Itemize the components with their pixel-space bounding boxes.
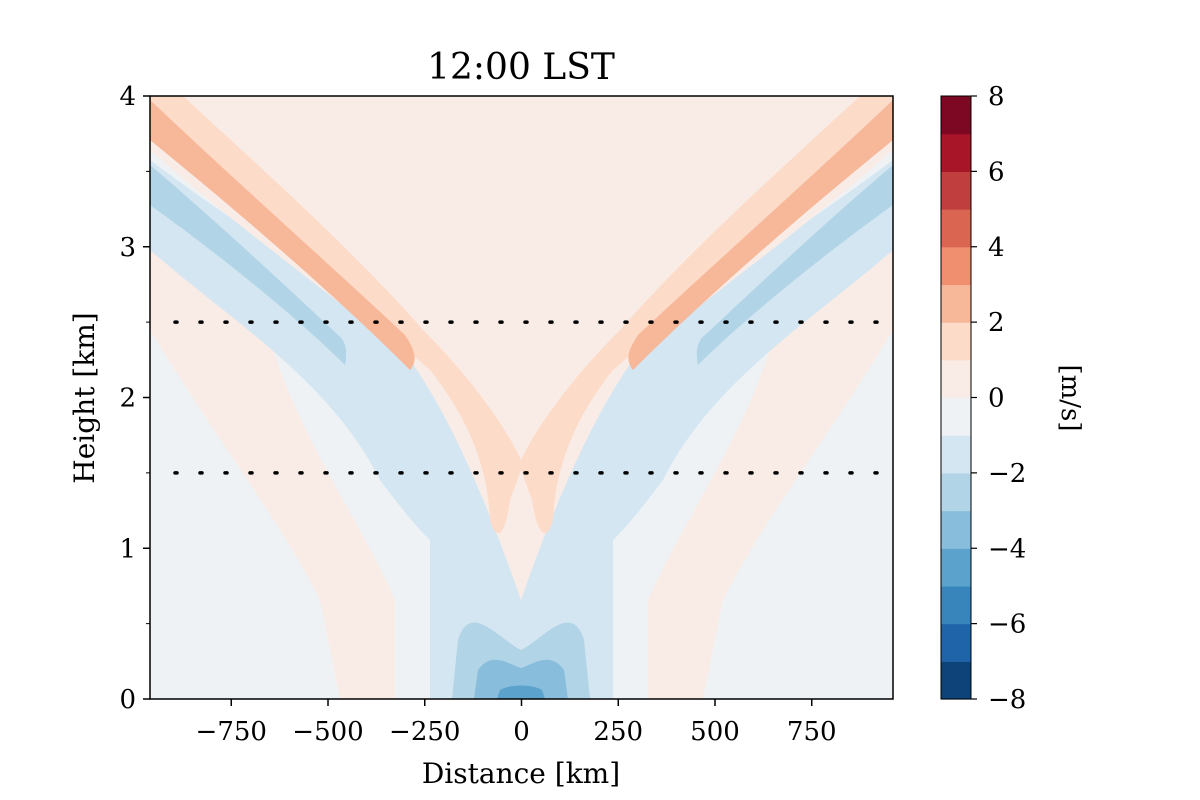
y-tick-label: 4 <box>119 82 136 112</box>
colorbar-segment <box>941 96 971 135</box>
contour-positive-v <box>150 96 893 600</box>
contour-core-level-5 <box>497 685 545 699</box>
colorbar-segment <box>941 472 971 512</box>
colorbar-tick-label: 0 <box>988 384 1005 414</box>
colorbar-tick-label: −6 <box>988 610 1026 640</box>
x-tick-label: 0 <box>513 717 530 747</box>
colorbar-segment <box>941 171 971 210</box>
x-tick-label: 250 <box>593 717 643 747</box>
colorbar-segment <box>941 397 971 436</box>
colorbar-segment <box>941 284 971 323</box>
colorbar-segment <box>941 585 971 625</box>
y-tick-label: 1 <box>119 534 136 564</box>
colorbar-segment <box>941 623 971 662</box>
colorbar-segment <box>941 133 971 172</box>
contour-core-level-4 <box>474 659 568 699</box>
x-tick-label: −250 <box>389 717 460 747</box>
y-axis-label: Height [km] <box>68 312 101 483</box>
contour-positive-v-2 <box>150 96 893 534</box>
colorbar-segment <box>941 322 971 361</box>
y-tick-label: 2 <box>119 384 136 414</box>
colorbar-tick-label: −2 <box>988 459 1026 489</box>
x-axis-label: Distance [km] <box>422 757 620 790</box>
colorbar-tick-label: 2 <box>988 308 1005 338</box>
x-tick-label: −500 <box>292 717 363 747</box>
colorbar <box>941 96 971 700</box>
y-axis: 0 1 2 3 4 <box>119 82 150 715</box>
colorbar-tick-label: −8 <box>988 685 1026 715</box>
colorbar-segment <box>941 209 971 248</box>
chart-title: 12:00 LST <box>427 47 615 88</box>
colorbar-tick-label: 4 <box>988 233 1005 263</box>
contour-positive-column-right <box>648 230 893 699</box>
colorbar-segment <box>941 510 971 549</box>
colorbar-segment <box>941 435 971 474</box>
colorbar-segment <box>941 548 971 587</box>
colorbar-tick-label: 6 <box>988 157 1005 187</box>
contour-negative-jet-left <box>150 165 347 365</box>
colorbar-ticks: −8 −6 −4 −2 0 2 4 6 8 <box>971 82 1026 715</box>
colorbar-segment <box>941 246 971 286</box>
plot-area <box>150 96 893 699</box>
y-tick-label: 0 <box>119 685 136 715</box>
x-tick-label: −750 <box>196 717 267 747</box>
x-tick-label: 750 <box>787 717 837 747</box>
colorbar-segment <box>941 359 971 399</box>
x-axis: −750 −500 −250 0 250 500 750 <box>196 699 837 747</box>
colorbar-tick-label: 8 <box>988 82 1005 112</box>
contour-positive-column-left <box>150 230 395 699</box>
y-tick-label: 3 <box>119 233 136 263</box>
contour-negative-jet-right <box>696 165 893 365</box>
contour-positive-jet-right <box>628 100 893 370</box>
colorbar-segment <box>941 661 971 700</box>
reference-lines <box>173 320 882 475</box>
colorbar-tick-label: −4 <box>988 534 1026 564</box>
colorbar-label: [m/s] <box>1055 364 1085 431</box>
contour-positive-jet-left <box>150 100 415 370</box>
x-tick-label: 500 <box>690 717 740 747</box>
